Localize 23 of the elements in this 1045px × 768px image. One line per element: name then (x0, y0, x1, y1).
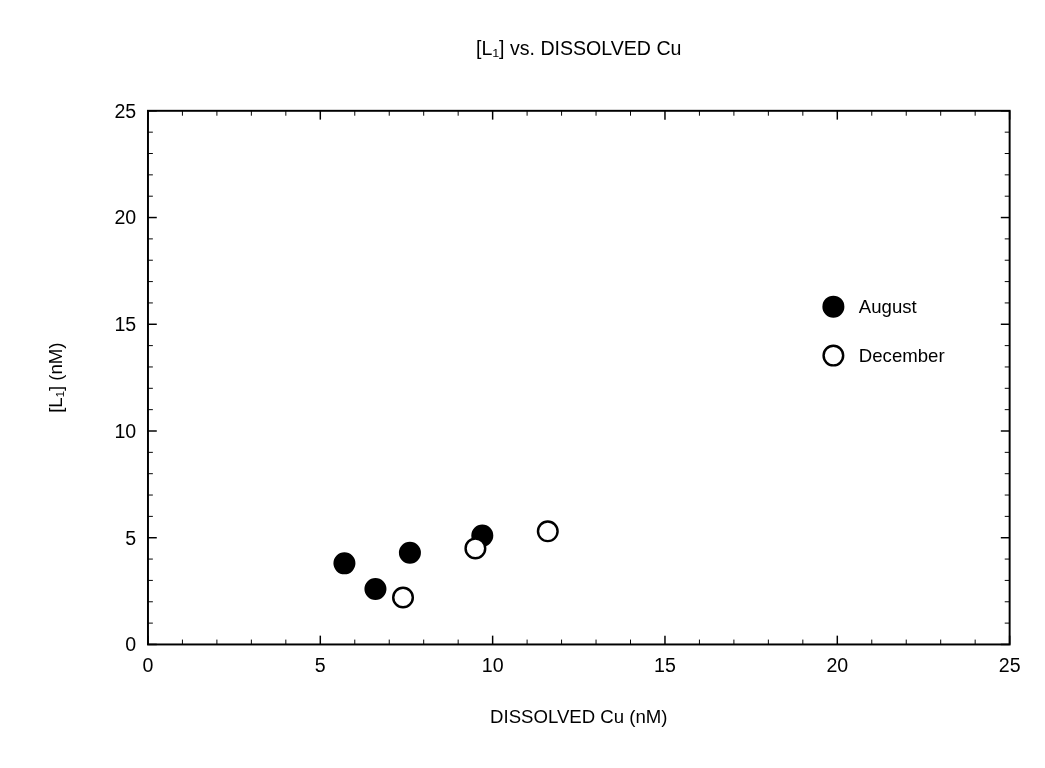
point (536, 520, 559, 543)
x-tick-label: 25 (998, 653, 1021, 676)
x-tick-label: 5 (314, 653, 326, 676)
y-tick-label: 10 (114, 419, 137, 442)
point (364, 577, 387, 600)
x-tick-label: 10 (481, 653, 504, 676)
y-tick-label: 20 (114, 206, 137, 229)
chart-title: [L₁] vs. DISSOLVED Cu (476, 37, 682, 59)
x-tick-label: 0 (142, 653, 154, 676)
point (392, 586, 415, 609)
y-axis-title: [L₁] (nM) (44, 342, 66, 413)
y-tick-label: 15 (114, 313, 137, 336)
x-tick-label: 15 (654, 653, 676, 676)
point (464, 537, 487, 560)
y-tick-label: 25 (114, 99, 137, 122)
x-tick-label: 20 (826, 653, 849, 676)
x-axis-title: DISSOLVED Cu (nM) (490, 705, 668, 727)
legend-label: August (858, 296, 918, 318)
legend-label: December (858, 345, 945, 367)
y-tick-label: 0 (125, 633, 137, 656)
y-tick-label: 5 (125, 526, 137, 549)
point (398, 541, 421, 564)
point (333, 552, 356, 575)
